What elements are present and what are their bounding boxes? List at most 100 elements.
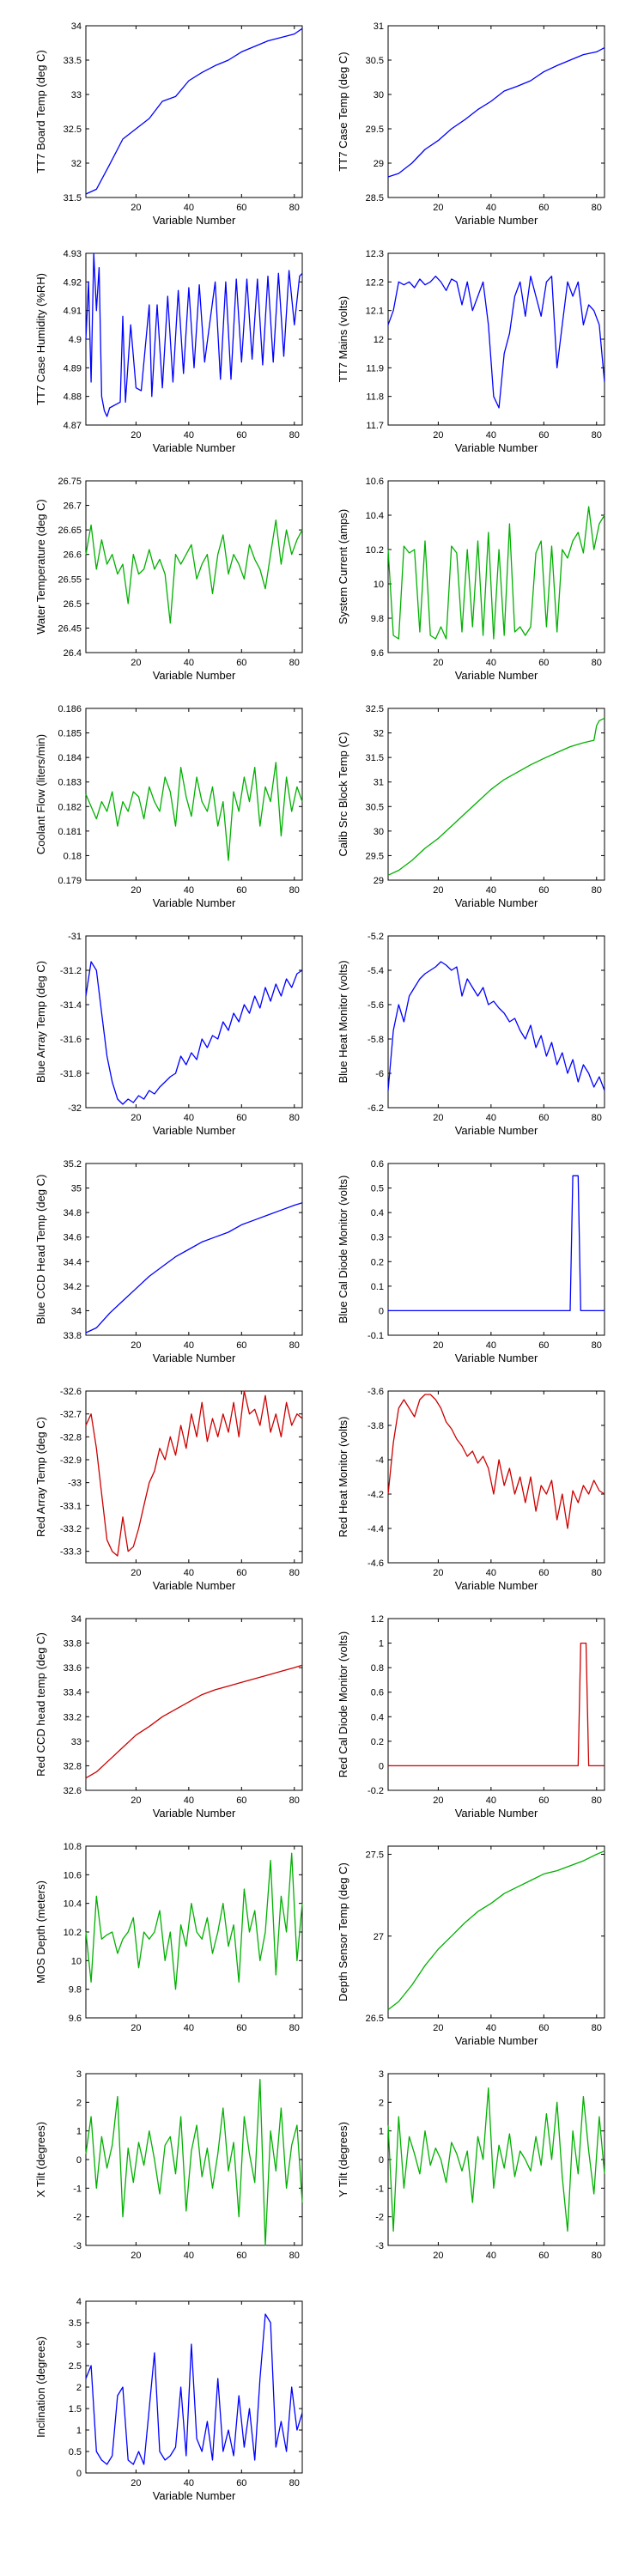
y-tick-label: 0.1 — [371, 1282, 384, 1292]
y-tick-label: 34.2 — [64, 1282, 82, 1292]
x-tick-label: 20 — [131, 203, 141, 213]
y-tick-label: 10 — [374, 580, 384, 590]
x-tick-label: 40 — [486, 203, 496, 213]
x-axis-label: Variable Number — [455, 2034, 538, 2047]
y-tick-label: 1 — [379, 1639, 384, 1649]
chart-panel: 20 40 60 80 32.6 32.8 33 33.2 33.4 33.6 33.8 34 Vari… — [34, 1614, 303, 1820]
y-tick-label: 34.6 — [64, 1233, 82, 1243]
chart-panel: 20 40 60 80 26.4 26.45 26.5 26.55 26.6 26.65 26.7 2… — [34, 477, 303, 682]
y-tick-label: 11.9 — [366, 363, 384, 374]
x-tick-label: 40 — [184, 2023, 194, 2033]
series-line — [85, 2313, 303, 2465]
y-tick-label: 31 — [374, 21, 384, 32]
y-axis-label: Red CCD head temp (deg C) — [34, 1632, 47, 1777]
y-tick-label: 29 — [374, 159, 384, 169]
y-tick-label: 11.7 — [366, 421, 384, 431]
y-axis-label: Red Cal Diode Monitor (volts) — [337, 1631, 349, 1778]
y-tick-label: 0.5 — [69, 2447, 82, 2458]
x-tick-label: 20 — [131, 2478, 141, 2488]
y-axis-label: Red Array Temp (deg C) — [34, 1417, 47, 1537]
y-tick-label: 4.9 — [69, 335, 82, 345]
x-axis-label: Variable Number — [455, 896, 538, 909]
y-tick-label: 1 — [76, 2426, 82, 2436]
y-tick-label: 32.6 — [64, 1786, 82, 1796]
y-tick-label: 12.1 — [366, 307, 384, 317]
y-tick-label: 33.4 — [64, 1688, 82, 1698]
y-tick-label: -3 — [73, 2241, 82, 2251]
x-axis-label: Variable Number — [455, 1352, 538, 1364]
y-tick-label: -3.8 — [368, 1421, 384, 1431]
x-tick-label: 60 — [538, 2023, 549, 2033]
y-tick-label: -0.1 — [368, 1331, 384, 1341]
y-tick-label: 35 — [71, 1184, 82, 1194]
plot-area — [387, 480, 605, 653]
y-tick-label: 29.5 — [366, 851, 384, 861]
series-line — [387, 276, 605, 409]
x-tick-label: 60 — [538, 658, 549, 668]
plot-area — [387, 708, 605, 881]
chart-panel: 20 40 60 80 -3 -2 -1 0 1 2 3 X Tilt (degrees) — [34, 2069, 303, 2261]
x-axis-label: Variable Number — [455, 1807, 538, 1820]
x-axis-label: Variable Number — [153, 214, 236, 227]
x-tick-label: 60 — [538, 203, 549, 213]
x-tick-label: 80 — [592, 203, 602, 213]
y-tick-label: 32 — [71, 159, 82, 169]
y-tick-label: 0.181 — [58, 827, 82, 837]
y-tick-label: 1.2 — [371, 1614, 384, 1625]
x-axis-label: Variable Number — [455, 669, 538, 682]
chart-panel: 20 40 60 80 0.179 0.18 0.181 0.182 0.183 0.184 0.1… — [34, 704, 303, 909]
y-tick-label: -4.4 — [368, 1524, 384, 1534]
y-tick-label: 2 — [76, 2383, 82, 2393]
y-tick-label: 3 — [76, 2340, 82, 2350]
series-line — [85, 2079, 303, 2246]
y-tick-label: -33.3 — [60, 1547, 82, 1558]
y-tick-label: -4 — [375, 1455, 384, 1466]
chart-panel: 20 40 60 80 -33.3 -33.2 -33.1 -33 -32.9 -32.8 -32.… — [34, 1387, 303, 1592]
x-tick-label: 80 — [289, 885, 300, 896]
plot-area — [85, 1390, 303, 1564]
y-tick-label: 12 — [374, 335, 384, 345]
y-tick-label: 0.2 — [371, 1257, 384, 1267]
x-tick-label: 40 — [486, 1340, 496, 1351]
plot-area — [387, 1845, 605, 2019]
y-tick-label: 9.6 — [69, 2014, 82, 2024]
x-tick-label: 20 — [131, 2251, 141, 2261]
x-tick-label: 80 — [592, 1340, 602, 1351]
y-tick-label: 0.179 — [58, 876, 82, 886]
y-tick-label: 35.2 — [64, 1159, 82, 1170]
x-axis-label: Variable Number — [153, 1579, 236, 1592]
y-tick-label: 34.4 — [64, 1257, 82, 1267]
x-tick-label: 60 — [236, 203, 246, 213]
y-tick-label: 0.4 — [371, 1712, 384, 1722]
y-tick-label: 31.5 — [366, 753, 384, 763]
y-axis-label: Y Tilt (degrees) — [337, 2122, 349, 2197]
y-tick-label: 11.8 — [366, 392, 384, 403]
y-tick-label: 0.184 — [58, 753, 82, 763]
y-tick-label: 0 — [379, 2155, 384, 2166]
x-tick-label: 80 — [289, 2478, 300, 2488]
x-tick-label: 20 — [433, 203, 443, 213]
y-tick-label: -32.7 — [60, 1410, 82, 1420]
series-line — [387, 717, 605, 876]
y-tick-label: 34 — [71, 21, 82, 32]
plot-area — [85, 1618, 303, 1791]
y-tick-label: 32.5 — [366, 704, 384, 714]
y-tick-label: -32.9 — [60, 1455, 82, 1466]
x-tick-label: 80 — [289, 430, 300, 440]
y-tick-label: 9.8 — [69, 1985, 82, 1996]
y-tick-label: 0.183 — [58, 778, 82, 788]
y-axis-label: Inclination (degrees) — [34, 2336, 47, 2438]
y-tick-label: -31.2 — [60, 966, 82, 976]
y-tick-label: 0 — [379, 1761, 384, 1771]
x-tick-label: 80 — [289, 1340, 300, 1351]
x-tick-label: 20 — [433, 1113, 443, 1123]
y-tick-label: 1 — [379, 2127, 384, 2137]
plot-area — [387, 1618, 605, 1791]
plot-area — [85, 1163, 303, 1336]
x-tick-label: 40 — [184, 203, 194, 213]
y-tick-label: 4 — [76, 2297, 82, 2307]
y-tick-label: 9.6 — [371, 648, 384, 659]
y-tick-label: 4.88 — [64, 392, 82, 403]
y-tick-label: 0.186 — [58, 704, 82, 714]
